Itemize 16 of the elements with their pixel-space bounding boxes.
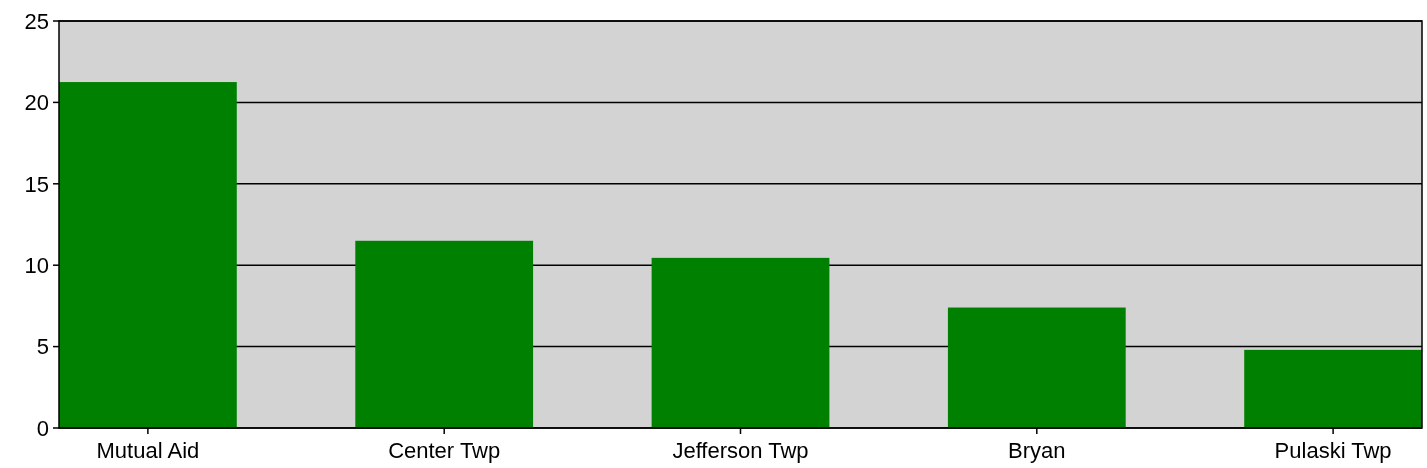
x-tick-label: Pulaski Twp — [1274, 438, 1392, 463]
x-tick-label: Bryan — [1008, 438, 1066, 463]
y-tick-label: 20 — [24, 90, 49, 116]
x-tick-label: Center Twp — [388, 438, 501, 463]
bar — [59, 82, 237, 428]
y-tick-label: 25 — [24, 8, 49, 34]
x-tick-label: Jefferson Twp — [672, 438, 809, 463]
bar — [651, 257, 830, 428]
y-tick-label: 0 — [36, 415, 49, 441]
bar — [1244, 349, 1422, 428]
bar — [355, 240, 534, 428]
y-tick-label: 5 — [36, 334, 49, 360]
bar — [947, 307, 1126, 428]
x-tick-label: Mutual Aid — [96, 438, 200, 463]
y-tick-label: 15 — [24, 171, 49, 197]
y-tick-label: 10 — [24, 252, 49, 278]
